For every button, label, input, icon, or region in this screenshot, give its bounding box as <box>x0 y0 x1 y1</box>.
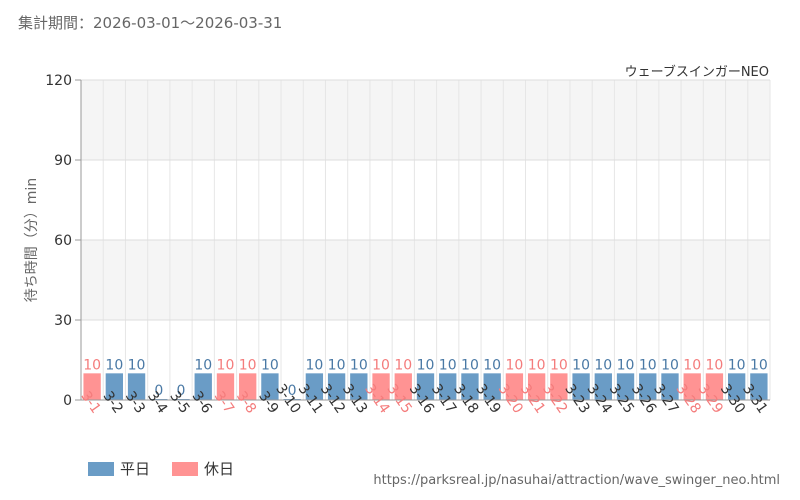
bar-value-label: 10 <box>617 357 635 373</box>
bar-value-label: 0 <box>154 383 163 399</box>
bar-value-label: 10 <box>528 357 546 373</box>
bar-3-8 <box>239 373 257 400</box>
legend-item-weekday: 平日 <box>88 458 150 479</box>
bar-value-label: 10 <box>217 357 235 373</box>
bar-3-31 <box>750 373 768 400</box>
y-tick-label: 30 <box>54 313 72 329</box>
bar-value-label: 10 <box>750 357 768 373</box>
attraction-name: ウェーブスインガーNEO <box>624 65 769 80</box>
bar-value-label: 10 <box>394 357 412 373</box>
bar-3-22 <box>550 373 568 400</box>
bar-value-label: 10 <box>572 357 590 373</box>
bar-3-7 <box>216 373 235 400</box>
bar-3-11 <box>305 373 324 400</box>
bar-value-label: 10 <box>550 357 568 373</box>
bar-3-12 <box>327 373 346 400</box>
legend-item-holiday: 休日 <box>172 458 234 479</box>
background-band <box>81 160 770 240</box>
bar-value-label: 10 <box>128 357 146 373</box>
bar-value-label: 10 <box>105 357 123 373</box>
bar-3-29 <box>705 373 724 400</box>
period-label: 集計期間：2026-03-01～2026-03-31 <box>18 14 283 32</box>
bar-3-26 <box>639 373 657 400</box>
bar-value-label: 10 <box>728 357 746 373</box>
bar-value-label: 10 <box>661 357 679 373</box>
source-url[interactable]: https://parksreal.jp/nasuhai/attraction/… <box>373 473 780 488</box>
y-tick-label: 60 <box>54 233 72 249</box>
bar-3-16 <box>416 373 435 400</box>
bar-3-18 <box>461 373 479 400</box>
bar-3-14 <box>372 373 390 400</box>
y-tick-label: 0 <box>63 393 72 409</box>
holiday-swatch <box>172 461 199 476</box>
bar-value-label: 10 <box>594 357 612 373</box>
bar-3-27 <box>661 373 679 400</box>
bar-3-2 <box>105 373 124 400</box>
bar-3-21 <box>527 373 546 400</box>
legend-weekday-label: 平日 <box>120 460 151 478</box>
legend: 平日 休日 <box>88 458 256 479</box>
bar-3-19 <box>483 373 501 400</box>
bar-3-1 <box>83 373 101 400</box>
bar-3-9 <box>261 373 279 400</box>
bar-3-23 <box>572 373 590 400</box>
bar-value-label: 10 <box>683 357 701 373</box>
bar-value-label: 10 <box>461 357 479 373</box>
bar-value-label: 10 <box>194 357 212 373</box>
bar-value-label: 10 <box>350 357 368 373</box>
bar-value-label: 10 <box>305 357 323 373</box>
bar-value-label: 10 <box>83 357 101 373</box>
bar-value-label: 10 <box>505 357 523 373</box>
bar-3-24 <box>594 373 612 400</box>
bar-value-label: 10 <box>639 357 657 373</box>
bar-3-15 <box>394 373 412 400</box>
bar-value-label: 10 <box>239 357 257 373</box>
bar-value-label: 10 <box>328 357 346 373</box>
bar-3-13 <box>350 373 368 400</box>
background-band <box>81 240 770 320</box>
y-tick-label: 90 <box>54 153 72 169</box>
bar-value-label: 0 <box>177 383 186 399</box>
bar-3-28 <box>683 373 701 400</box>
bar-value-label: 10 <box>261 357 279 373</box>
bar-3-30 <box>727 373 746 400</box>
bar-value-label: 10 <box>483 357 501 373</box>
bar-3-20 <box>505 373 524 400</box>
bar-value-label: 0 <box>288 383 297 399</box>
bar-value-label: 10 <box>417 357 435 373</box>
bar-3-25 <box>616 373 635 400</box>
bar-3-3 <box>127 373 146 400</box>
y-tick-label: 120 <box>45 73 72 89</box>
bar-value-label: 10 <box>439 357 457 373</box>
y-axis-label: 待ち時間（分）min <box>24 178 40 302</box>
legend-holiday-label: 休日 <box>204 460 235 478</box>
bar-value-label: 10 <box>372 357 390 373</box>
bar-3-17 <box>439 373 457 400</box>
bar-3-6 <box>194 373 212 400</box>
weekday-swatch <box>88 461 114 476</box>
bar-value-label: 10 <box>706 357 724 373</box>
background-band <box>81 80 770 160</box>
